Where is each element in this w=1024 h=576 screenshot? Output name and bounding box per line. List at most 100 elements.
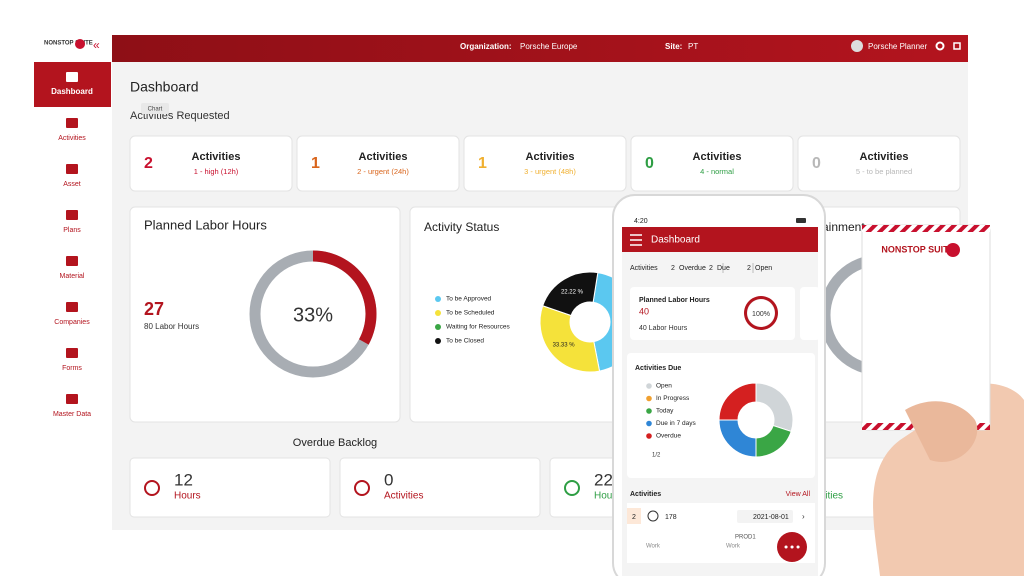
site: PT — [688, 42, 698, 51]
request-count: 0 — [812, 155, 821, 172]
legend-dot — [646, 433, 652, 439]
tab-name[interactable]: Due — [717, 265, 730, 272]
request-card[interactable] — [630, 135, 794, 192]
backlog-card[interactable] — [129, 457, 331, 518]
labor-value: 27 — [144, 299, 164, 319]
date-chip — [737, 510, 793, 523]
menu-icon[interactable] — [630, 234, 642, 246]
legend-label: Open — [656, 383, 672, 390]
backlog-value: 12 — [174, 470, 193, 489]
nav-item[interactable]: Activities — [58, 135, 86, 142]
nav-icon — [66, 72, 78, 82]
row-id: 178 — [665, 514, 677, 521]
backlog-icon — [564, 480, 580, 496]
tab-name[interactable]: Overdue — [679, 265, 706, 272]
view-all[interactable]: View All — [786, 491, 811, 498]
nav-item[interactable]: Companies — [54, 319, 90, 326]
logout-icon[interactable] — [953, 42, 961, 50]
legend-dot — [646, 420, 652, 427]
request-sub: 5 - to be planned — [856, 167, 912, 176]
legend-label: Overdue — [656, 433, 681, 440]
legend-label: Due in 7 days — [656, 420, 696, 427]
org-label: Organization: — [460, 42, 512, 51]
nav-icon — [66, 348, 78, 358]
nav-icon — [66, 394, 78, 404]
logo-bulb — [75, 39, 85, 49]
nav-item[interactable]: Material — [60, 273, 85, 280]
row-priority: 2 — [632, 514, 636, 521]
labor-sub: 80 Labor Hours — [144, 322, 199, 331]
request-label: Activities — [526, 151, 575, 163]
request-card[interactable] — [463, 135, 627, 192]
avatar[interactable] — [851, 40, 863, 52]
phone-labor-title: Planned Labor Hours — [639, 297, 710, 304]
nav-item[interactable]: Master Data — [53, 411, 91, 418]
labor-card — [129, 206, 401, 423]
slice-label: 22.22 % — [561, 290, 584, 296]
card-stripe-top — [862, 225, 990, 232]
nav-item[interactable]: Forms — [62, 365, 82, 372]
request-card[interactable] — [797, 135, 961, 192]
user[interactable]: Porsche Planner — [868, 42, 927, 51]
tab-count[interactable]: 2 — [671, 265, 675, 272]
backlog-label: Activities — [384, 491, 423, 502]
row-arrow: › — [802, 512, 805, 521]
tooltip: Chart — [148, 107, 163, 113]
nav-item[interactable]: Plans — [63, 227, 81, 234]
request-sub: 2 - urgent (24h) — [357, 167, 409, 176]
collapse[interactable]: « — [93, 38, 100, 52]
nav-item[interactable]: Asset — [63, 181, 81, 188]
phone-time: 4:20 — [634, 218, 648, 225]
nav-active[interactable] — [34, 62, 111, 107]
site-label: Site: — [665, 42, 682, 51]
legend-label: To be Scheduled — [446, 310, 495, 317]
battery — [796, 218, 806, 223]
due-page[interactable]: 1/2 — [652, 453, 661, 459]
tabs-label: Activities — [630, 265, 658, 272]
slice-label: 33.33 % — [553, 343, 576, 349]
legend-label: To be Approved — [446, 296, 492, 303]
legend-dot — [646, 395, 652, 402]
backlog-icon — [354, 480, 370, 496]
settings-icon[interactable] — [935, 41, 945, 51]
phone-title: Dashboard — [651, 235, 700, 246]
request-card[interactable] — [129, 135, 293, 192]
labor-title: Planned Labor Hours — [144, 217, 267, 232]
nav-item[interactable]: Dashboard — [51, 87, 93, 96]
due-title: Activities Due — [635, 365, 681, 372]
sidebar — [34, 35, 112, 530]
status-title: Activity Status — [424, 220, 499, 234]
tooltip-box — [141, 103, 169, 114]
donut-segment — [542, 271, 599, 317]
row-type: Work — [646, 544, 661, 550]
backlog-title: Overdue Backlog — [293, 437, 377, 449]
page-title: Dashboard — [130, 79, 199, 95]
phone-header — [622, 227, 818, 252]
hand — [873, 383, 1024, 576]
gauge-arc — [313, 250, 377, 345]
request-sub: 3 - urgent (48h) — [524, 167, 576, 176]
card-logo: NONSTOP SUITE — [881, 244, 954, 254]
backlog-label: Hours — [174, 491, 201, 502]
request-label: Activities — [860, 151, 909, 163]
backlog-card[interactable] — [339, 457, 541, 518]
row-location: PROD1 — [735, 535, 756, 541]
third-title: ainment — [822, 220, 865, 234]
request-count: 1 — [478, 155, 487, 172]
tab-count[interactable]: 2 — [709, 265, 713, 272]
logo: NONSTOP SUITE — [44, 41, 93, 47]
backlog-label: Hou — [594, 491, 612, 502]
nav-icon — [66, 210, 78, 220]
tab-name[interactable]: Open — [755, 265, 772, 272]
tab-count[interactable]: 2 — [747, 265, 751, 272]
legend-label: Today — [656, 408, 674, 415]
request-card[interactable] — [296, 135, 460, 192]
row-kind: Work — [726, 544, 741, 550]
request-label: Activities — [693, 151, 742, 163]
status-card — [409, 206, 631, 423]
phone-labor-sub: 40 Labor Hours — [639, 325, 688, 332]
nav-icon — [66, 302, 78, 312]
donut-segment — [718, 382, 757, 421]
request-label: Activities — [359, 151, 408, 163]
